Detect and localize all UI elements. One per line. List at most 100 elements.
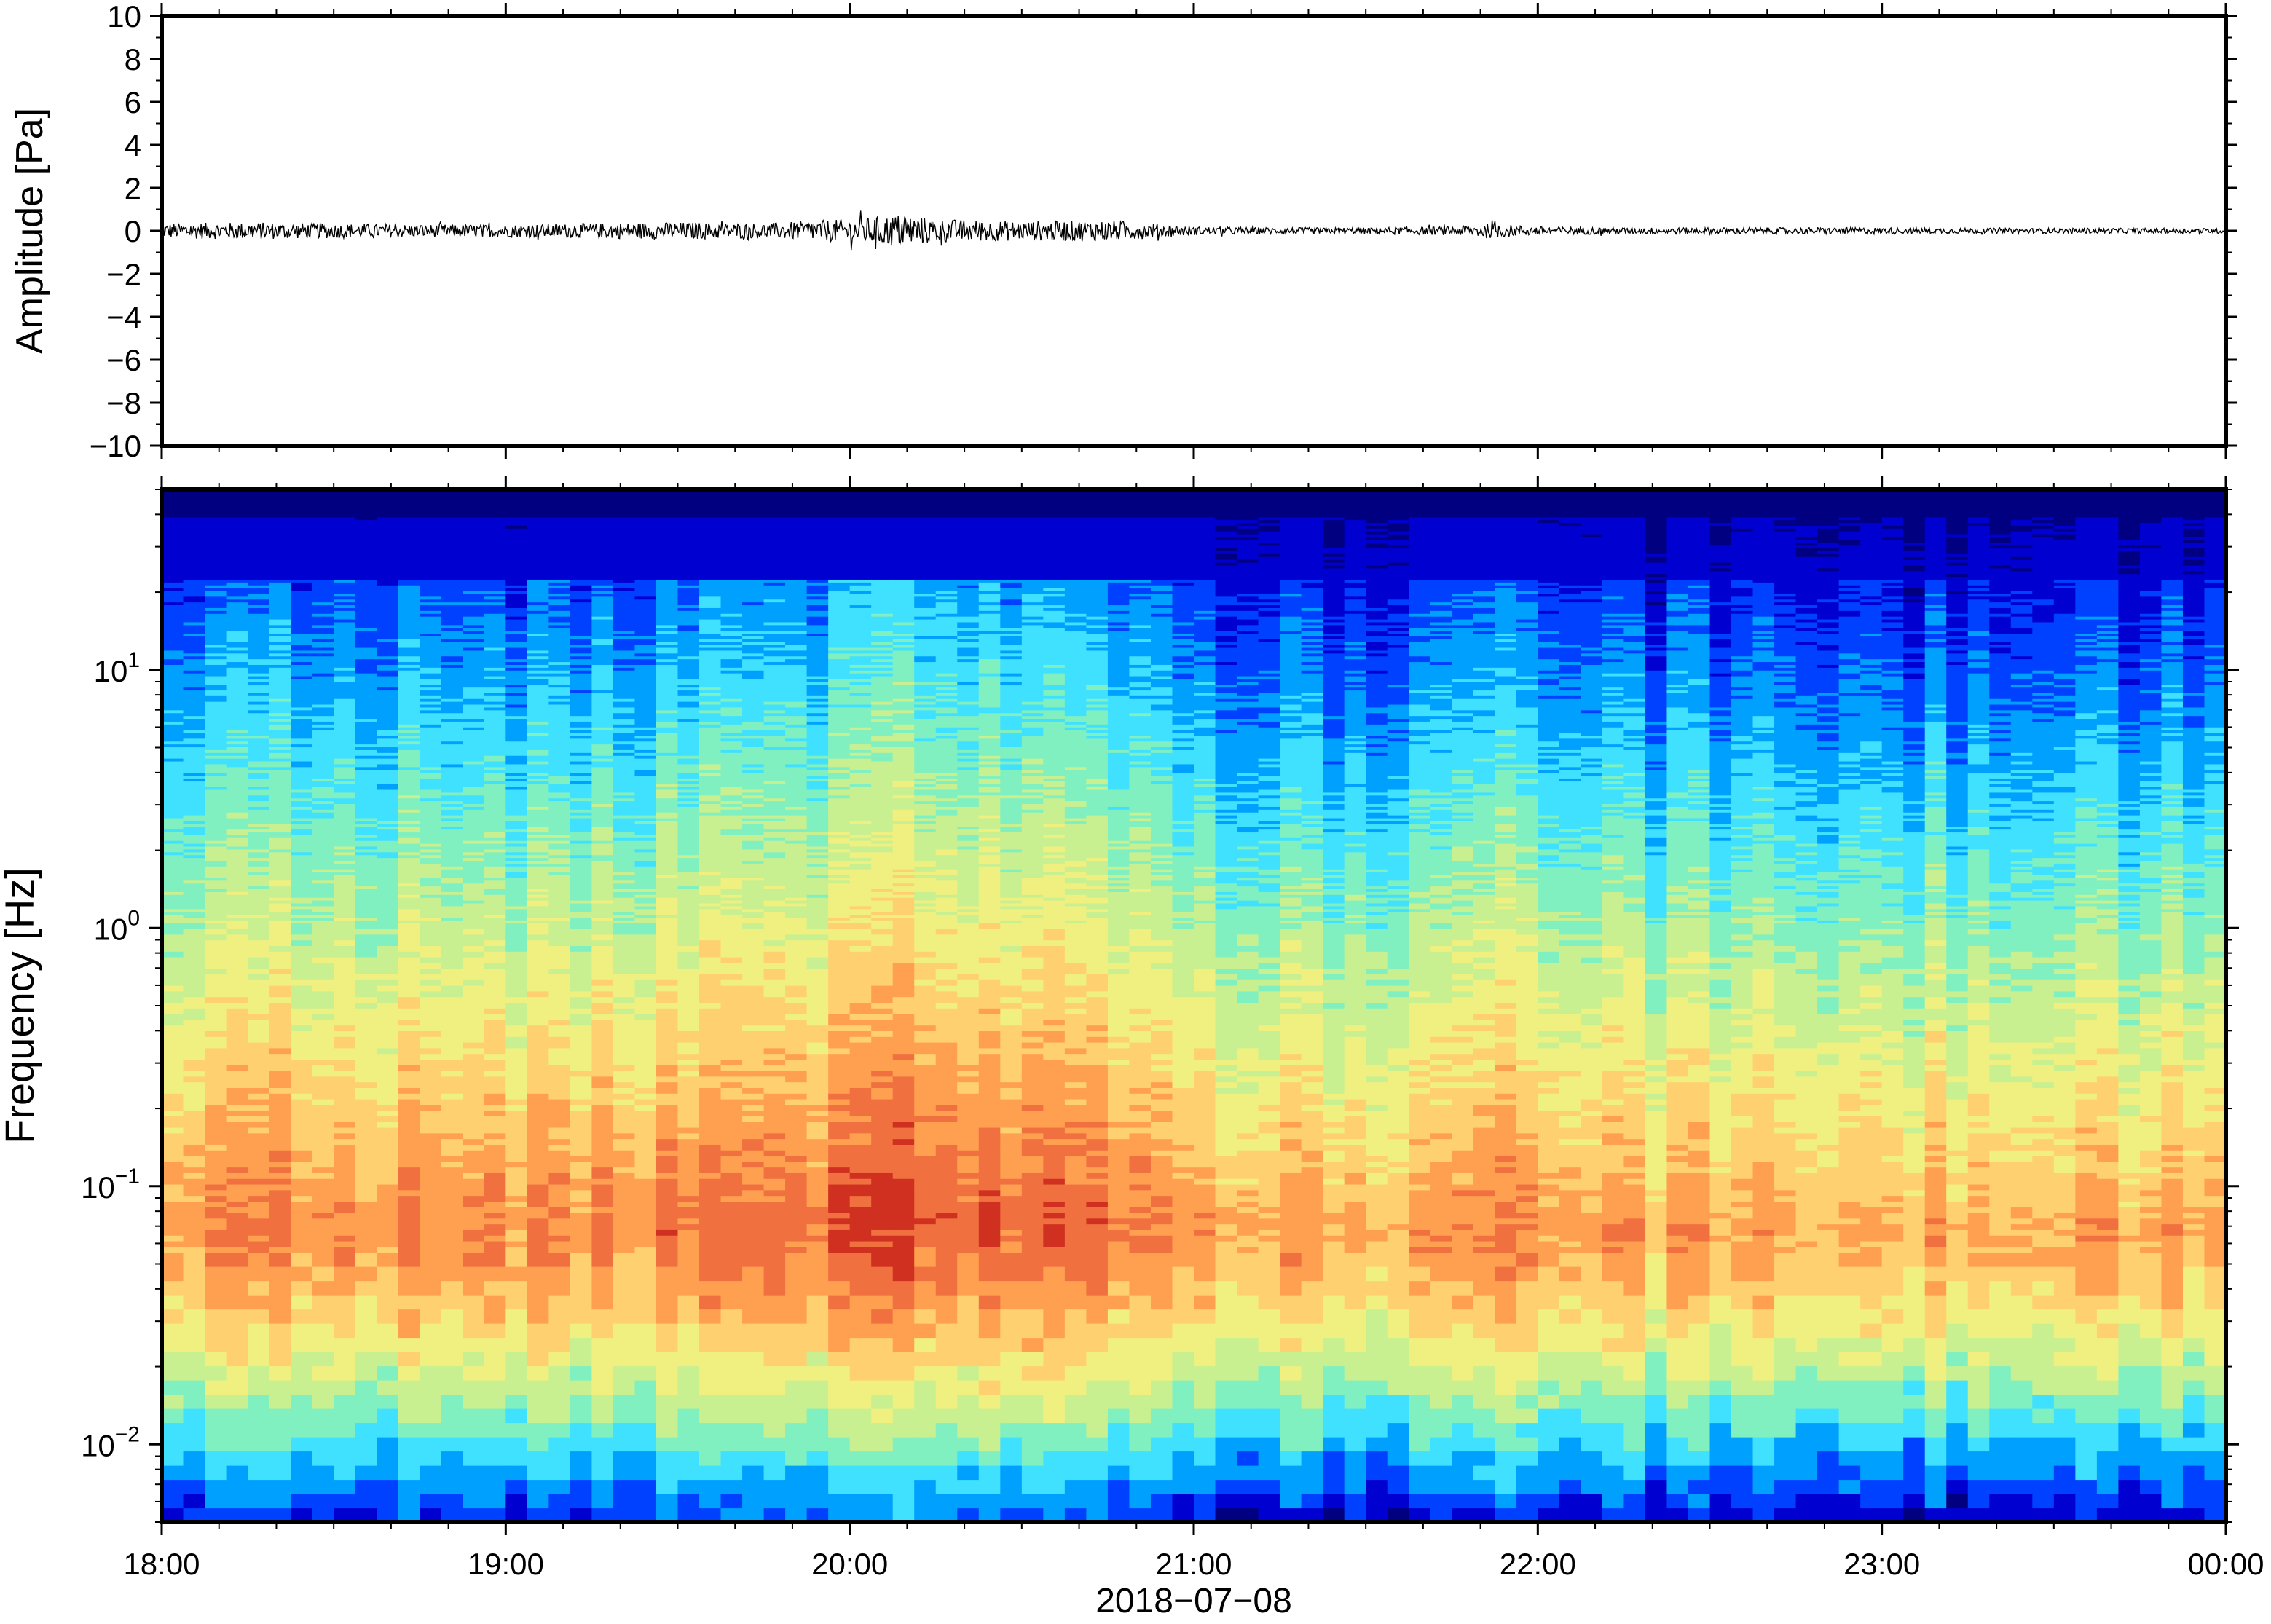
spectrogram-cell xyxy=(312,678,334,682)
spectrogram-cell xyxy=(527,968,549,974)
spectrogram-cell xyxy=(420,848,442,853)
spectrogram-cell xyxy=(162,914,184,918)
spectrogram-cell xyxy=(441,693,463,696)
spectrogram-cell xyxy=(570,985,593,992)
spectrogram-cell xyxy=(463,1041,485,1049)
spectrogram-cell xyxy=(613,1218,636,1225)
spectrogram-cell xyxy=(226,744,248,748)
spectrogram-cell xyxy=(441,1093,463,1100)
spectrogram-cell xyxy=(377,1110,399,1116)
spectrogram-cell xyxy=(226,1150,248,1156)
spectrogram-cell xyxy=(527,1093,549,1100)
spectrogram-cell xyxy=(226,1218,248,1225)
spectrogram-cell xyxy=(377,1059,399,1065)
spectrogram-cell xyxy=(162,763,184,768)
spectrogram-cell xyxy=(355,588,377,591)
spectrogram-cell xyxy=(355,860,377,864)
spectrogram-cell xyxy=(484,741,506,745)
spectrogram-cell xyxy=(355,653,377,657)
spectrogram-cell xyxy=(183,1240,205,1247)
spectrogram-cell xyxy=(484,673,506,677)
spectrogram-cell xyxy=(355,763,377,768)
spectrogram-cell xyxy=(591,888,614,892)
spectrogram-cell xyxy=(205,823,227,827)
spectrogram-cell xyxy=(377,1122,399,1128)
spectrogram-cell xyxy=(398,732,420,736)
spectrogram-cell xyxy=(377,1047,399,1055)
spectrogram-cell xyxy=(291,1451,313,1466)
spectrogram-cell xyxy=(527,607,549,611)
spectrogram-cell xyxy=(570,1295,593,1310)
spectrogram-cell xyxy=(183,968,205,974)
spectrogram-cell xyxy=(548,812,571,816)
spectrogram-cell xyxy=(269,650,291,654)
spectrogram-cell xyxy=(591,642,614,645)
spectrogram-cell xyxy=(334,911,356,915)
spectrogram-cell xyxy=(334,712,356,717)
spectrogram-cell xyxy=(398,703,420,708)
spectrogram-cell xyxy=(269,718,291,722)
spectrogram-cell xyxy=(548,806,571,810)
spectrogram-cell xyxy=(591,923,614,929)
spectrogram-cell xyxy=(527,511,549,515)
spectrogram-cell xyxy=(484,746,506,750)
spectrogram-cell xyxy=(570,545,593,549)
spectrogram-cell xyxy=(162,939,184,946)
spectrogram-cell xyxy=(355,911,377,915)
spectrogram-cell xyxy=(420,815,442,819)
spectrogram-cell xyxy=(355,857,377,862)
spectrogram-cell xyxy=(505,848,528,853)
spectrogram-cell xyxy=(441,789,463,793)
spectrogram-cell xyxy=(398,840,420,844)
spectrogram-cell xyxy=(484,596,506,600)
spectrogram-cell xyxy=(377,1207,399,1213)
spectrogram-cell xyxy=(613,1507,636,1523)
spectrogram-cell xyxy=(334,769,356,773)
spectrogram-cell xyxy=(441,610,463,614)
spectrogram-cell xyxy=(505,556,528,560)
spectrogram-cell xyxy=(463,812,485,816)
spectrogram-cell xyxy=(398,897,420,901)
spectrogram-cell xyxy=(291,1380,313,1395)
spectrogram-cell xyxy=(248,803,270,807)
spectrogram-cell xyxy=(570,874,593,878)
spectrogram-cell xyxy=(420,1076,442,1083)
spectrogram-cell xyxy=(548,891,571,895)
spectrogram-cell xyxy=(269,556,291,560)
spectrogram-cell xyxy=(291,542,313,546)
spectrogram-cell xyxy=(398,539,420,543)
spectrogram-cell xyxy=(205,792,227,796)
spectrogram-cell xyxy=(162,709,184,714)
spectrogram-cell xyxy=(505,860,528,864)
spectrogram-cell xyxy=(312,684,334,688)
spectrogram-cell xyxy=(248,500,270,503)
spectrogram-cell xyxy=(334,588,356,591)
spectrogram-cell xyxy=(613,1235,636,1242)
spectrogram-cell xyxy=(183,642,205,645)
spectrogram-cell xyxy=(162,655,184,660)
spectrogram-cell xyxy=(420,1110,442,1116)
spectrogram-cell xyxy=(248,917,270,921)
spectrogram-cell xyxy=(463,1178,485,1185)
spectrogram-cell xyxy=(505,1201,528,1207)
spectrogram-cell xyxy=(398,616,420,620)
spectrogram-cell xyxy=(226,564,248,569)
spectrogram-cell xyxy=(334,775,356,779)
spectrogram-cell xyxy=(484,1212,506,1219)
spectrogram-cell xyxy=(269,536,291,540)
spectrogram-cell xyxy=(505,667,528,671)
spectrogram-cell xyxy=(484,1132,506,1140)
spectrogram-cell xyxy=(205,812,227,816)
spectrogram-cell xyxy=(183,1053,205,1060)
spectrogram-cell xyxy=(183,1201,205,1207)
spectrogram-cell xyxy=(527,883,549,887)
spectrogram-cell xyxy=(162,1076,184,1083)
spectrogram-cell xyxy=(226,939,248,946)
spectrogram-cell xyxy=(226,1110,248,1116)
spectrogram-cell xyxy=(570,567,593,572)
spectrogram-cell xyxy=(527,1323,549,1339)
spectrogram-cell xyxy=(355,985,377,992)
spectrogram-cell xyxy=(548,755,571,759)
spectrogram-cell xyxy=(226,823,248,827)
spectrogram-cell xyxy=(226,758,248,762)
